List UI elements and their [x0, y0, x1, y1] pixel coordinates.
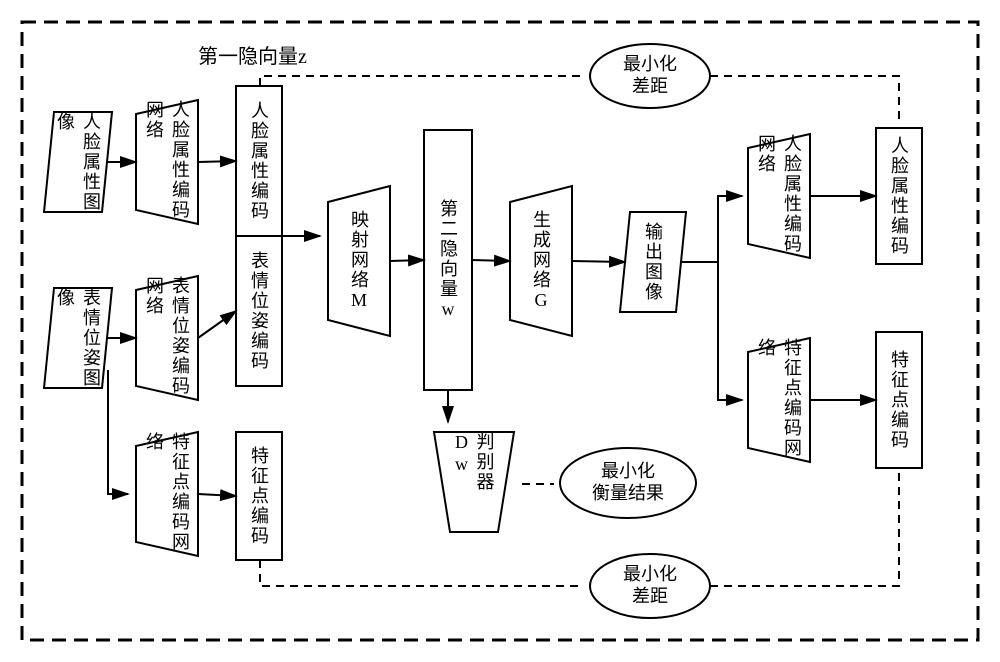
diagram-stage: 人脸属性图像表情位姿图像人脸属性编码网络表情位姿编码网络特征点编码网络人脸属性编… [0, 0, 1000, 662]
svg-layer [0, 0, 1000, 662]
label-z: 第一隐向量z [198, 40, 307, 69]
